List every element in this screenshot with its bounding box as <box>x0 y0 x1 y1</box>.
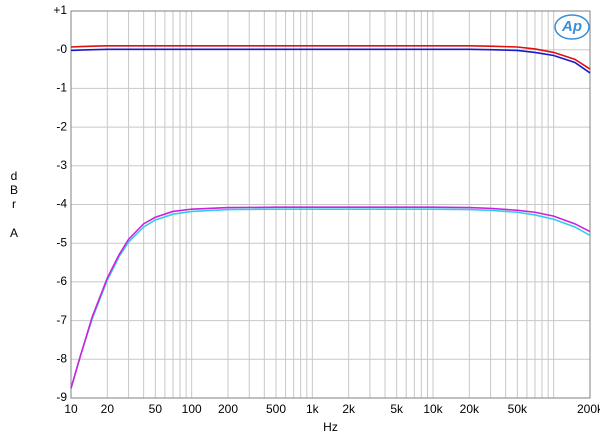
x-tick-label: 200k <box>577 402 600 416</box>
y-tick-label: -4 <box>56 197 67 211</box>
x-tick-label: 100 <box>182 402 202 416</box>
logo: Ap <box>561 18 582 35</box>
series-line <box>70 208 591 389</box>
series-line <box>70 206 591 389</box>
y-tick-label: -7 <box>56 313 67 327</box>
y-tick-label: -9 <box>56 390 67 404</box>
y-axis-label: d <box>11 169 18 183</box>
y-tick-label: -0 <box>56 42 67 56</box>
x-tick-label: 20k <box>460 402 480 416</box>
y-axis-label: r <box>12 197 16 211</box>
x-tick-label: 50 <box>149 402 163 416</box>
series-line <box>70 48 591 74</box>
x-tick-label: 2k <box>342 402 356 416</box>
plot-frame <box>70 10 591 399</box>
x-tick-label: 10 <box>64 402 78 416</box>
y-tick-label: +1 <box>53 3 67 17</box>
y-tick-label: -2 <box>56 119 67 133</box>
x-tick-label: 5k <box>390 402 404 416</box>
x-tick-label: 500 <box>266 402 286 416</box>
y-tick-label: -6 <box>56 274 67 288</box>
y-axis-label: B <box>10 183 18 197</box>
x-tick-label: 20 <box>101 402 115 416</box>
y-tick-label: -3 <box>56 158 67 172</box>
x-tick-label: 10k <box>423 402 443 416</box>
x-tick-label: 50k <box>508 402 528 416</box>
y-tick-label: -5 <box>56 235 67 249</box>
x-tick-label: 1k <box>306 402 320 416</box>
y-tick-label: -8 <box>56 351 67 365</box>
x-axis-label: Hz <box>323 420 338 434</box>
series-line <box>70 45 591 70</box>
x-tick-label: 200 <box>218 402 238 416</box>
y-tick-label: -1 <box>56 81 67 95</box>
logo-ring <box>554 14 590 40</box>
y-axis-label: A <box>10 226 18 240</box>
